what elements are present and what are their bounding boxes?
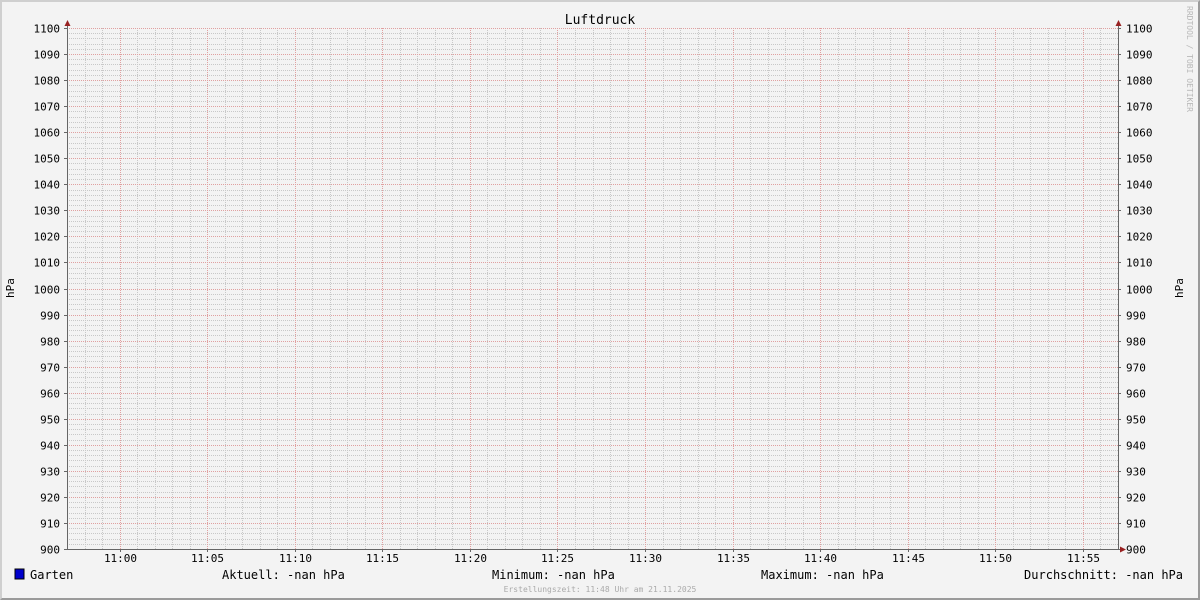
y-axis-label-left: hPa: [4, 278, 17, 298]
y-tick-label-right: 910: [1126, 518, 1146, 531]
y-tick-label-right: 1100: [1126, 23, 1153, 36]
y-tick-label-right: 1070: [1126, 101, 1153, 114]
legend-current: Aktuell: -nan hPa: [222, 568, 345, 582]
y-tick-label-left: 1080: [34, 75, 61, 88]
x-tick-label: 11:25: [541, 552, 574, 565]
y-tick-label-right: 960: [1126, 388, 1146, 401]
x-tick-label: 11:20: [454, 552, 487, 565]
legend-swatch-garten: [14, 568, 25, 580]
x-axis-arrow: [1120, 546, 1126, 553]
y-tick-label-left: 1050: [34, 153, 61, 166]
y-tick-label-left: 930: [40, 466, 60, 479]
chart-title: Luftdruck: [565, 13, 636, 28]
y-tick-label-left: 1070: [34, 101, 61, 114]
x-tick-label: 11:35: [717, 552, 750, 565]
y-tick-label-right: 1000: [1126, 284, 1153, 297]
legend-average: Durchschnitt: -nan hPa: [1024, 568, 1183, 582]
y-tick-label-right: 930: [1126, 466, 1146, 479]
watermark: RRDTOOL / TOBI OETIKER: [1185, 6, 1194, 112]
y-tick-label-right: 980: [1126, 336, 1146, 349]
y-tick-label-left: 980: [40, 336, 60, 349]
y-tick-label-left: 1010: [34, 257, 61, 270]
x-tick-label: 11:55: [1067, 552, 1100, 565]
y-axis-arrow-left: [64, 20, 71, 26]
x-tick-label: 11:15: [366, 552, 399, 565]
y-tick-label-right: 1020: [1126, 231, 1153, 244]
x-tick-label: 11:30: [629, 552, 662, 565]
x-tick-label: 11:00: [104, 552, 137, 565]
y-tick-label-right: 920: [1126, 492, 1146, 505]
y-tick-label-left: 910: [40, 518, 60, 531]
y-tick-label-right: 1060: [1126, 127, 1153, 140]
y-tick-label-right: 1090: [1126, 49, 1153, 62]
x-tick-label: 11:10: [279, 552, 312, 565]
y-tick-label-left: 940: [40, 440, 60, 453]
y-axis-label-right: hPa: [1173, 278, 1186, 298]
x-tick-label: 11:50: [979, 552, 1012, 565]
y-tick-label-left: 1020: [34, 231, 61, 244]
y-tick-label-left: 1100: [34, 23, 61, 36]
y-tick-label-right: 990: [1126, 310, 1146, 323]
y-tick-label-left: 900: [40, 544, 60, 557]
legend-minimum: Minimum: -nan hPa: [492, 568, 615, 582]
y-tick-label-left: 1090: [34, 49, 61, 62]
y-tick-label-right: 1080: [1126, 75, 1153, 88]
y-tick-label-right: 940: [1126, 440, 1146, 453]
y-tick-label-right: 950: [1126, 414, 1146, 427]
x-tick-label: 11:05: [191, 552, 224, 565]
y-tick-label-left: 1000: [34, 284, 61, 297]
y-tick-label-left: 1030: [34, 205, 61, 218]
y-tick-label-left: 960: [40, 388, 60, 401]
y-tick-label-right: 900: [1126, 544, 1146, 557]
y-tick-label-right: 1030: [1126, 205, 1153, 218]
x-tick-label: 11:45: [892, 552, 925, 565]
x-tick-label: 11:40: [804, 552, 837, 565]
y-axis-arrow-right: [1115, 20, 1122, 26]
y-tick-label-left: 1060: [34, 127, 61, 140]
y-tick-label-left: 950: [40, 414, 60, 427]
legend-series-name: Garten: [30, 568, 73, 582]
y-tick-label-left: 1040: [34, 179, 61, 192]
y-tick-label-left: 970: [40, 362, 60, 375]
y-tick-label-left: 990: [40, 310, 60, 323]
y-tick-label-left: 920: [40, 492, 60, 505]
footer-timestamp: Erstellungszeit: 11:48 Uhr am 21.11.2025: [504, 585, 697, 594]
y-tick-label-right: 1040: [1126, 179, 1153, 192]
legend-maximum: Maximum: -nan hPa: [761, 568, 884, 582]
y-tick-label-right: 1010: [1126, 257, 1153, 270]
y-tick-label-right: 970: [1126, 362, 1146, 375]
y-tick-label-right: 1050: [1126, 153, 1153, 166]
